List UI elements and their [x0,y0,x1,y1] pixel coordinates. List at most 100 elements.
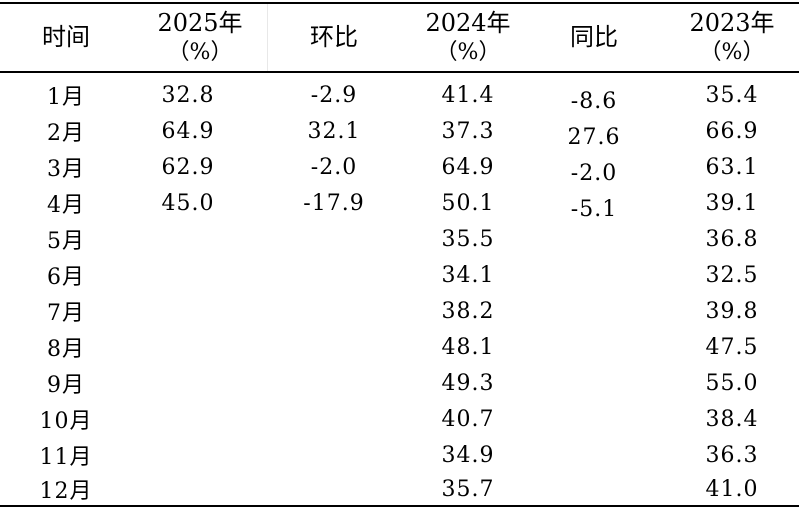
cell-2025 [140,437,236,473]
cell-yoy [546,257,642,293]
cell-2025: 62.9 [161,154,215,180]
header-2023-unit: （%） [699,39,765,65]
cell-2025 [140,293,236,329]
header-2023: 2023年 （%） [672,4,792,71]
cell-yoy [546,365,642,401]
cell-month: 7月 [47,301,85,326]
table-row: 8月 48.1 47.5 [0,329,799,365]
cell-yoy [546,293,642,329]
table-row: 6月 34.1 32.5 [0,257,799,293]
header-yoy: 同比 [546,4,642,71]
header-2024-unit: （%） [435,39,501,65]
cell-2024: 48.1 [441,334,495,360]
cell-2024: 35.7 [441,476,495,502]
table-row: 11月 34.9 36.3 [0,437,799,473]
cell-2023: 66.9 [705,118,759,144]
cell-2023: 32.5 [705,262,759,288]
cell-mom [286,257,382,293]
cell-2024: 38.2 [441,298,495,324]
cell-mom [286,471,382,507]
cell-2024: 50.1 [441,190,495,216]
header-yoy-label: 同比 [570,23,618,51]
header-time-label: 时间 [42,23,90,51]
header-2023-label: 2023年 [689,8,775,37]
cell-month: 8月 [47,337,85,362]
cell-month: 11月 [39,445,93,470]
cell-2023: 36.3 [705,442,759,468]
table-bottom-rule [0,505,799,507]
header-2025-label: 2025年 [157,8,243,37]
cell-mom [286,221,382,257]
cell-mom [286,293,382,329]
cell-2024: 35.5 [441,226,495,252]
cell-2025: 45.0 [161,190,215,216]
cell-2023: 39.8 [705,298,759,324]
cell-2025 [140,471,236,507]
cell-month: 6月 [47,265,85,290]
cell-yoy: 27.6 [567,124,621,150]
cell-2023: 41.0 [705,476,759,502]
cell-month: 1月 [47,85,85,110]
header-mom-label: 环比 [310,23,358,51]
table-top-rule [0,2,799,4]
cell-2025 [140,365,236,401]
cell-2024: 40.7 [441,406,495,432]
table-row: 12月 35.7 41.0 [0,471,799,507]
cell-yoy: -2.0 [570,160,618,186]
cell-month: 12月 [39,479,93,504]
cell-2024: 37.3 [441,118,495,144]
cell-2023: 39.1 [705,190,759,216]
cell-yoy: -8.6 [570,88,618,114]
cell-2024: 49.3 [441,370,495,396]
cell-2023: 63.1 [705,154,759,180]
table-row: 3月 62.9 -2.0 64.9 -2.0 63.1 [0,149,799,186]
cell-2025: 64.9 [161,118,215,144]
cell-2023: 55.0 [705,370,759,396]
table-row: 5月 35.5 36.8 [0,221,799,257]
table-header-rule [0,71,799,73]
table-row: 1月 32.8 -2.9 41.4 -8.6 35.4 [0,77,799,114]
cell-2025: 32.8 [161,82,215,108]
cell-mom: -2.9 [310,82,358,108]
cell-month: 9月 [47,373,85,398]
cell-2025 [140,329,236,365]
cell-yoy [546,401,642,437]
cell-month: 10月 [39,409,93,434]
cell-month: 4月 [47,193,85,218]
table-row: 4月 45.0 -17.9 50.1 -5.1 39.1 [0,185,799,222]
cell-yoy: -5.1 [570,196,618,222]
cell-2023: 47.5 [705,334,759,360]
table-row: 9月 49.3 55.0 [0,365,799,401]
header-2025: 2025年 （%） [140,4,260,71]
cell-2024: 64.9 [441,154,495,180]
cell-mom: 32.1 [307,118,361,144]
cell-month: 3月 [47,157,85,182]
cell-2023: 38.4 [705,406,759,432]
cell-2025 [140,221,236,257]
cell-2025 [140,257,236,293]
cell-yoy [546,471,642,507]
header-2024: 2024年 （%） [408,4,528,71]
cell-yoy [546,437,642,473]
cell-2023: 35.4 [705,82,759,108]
cell-2023: 36.8 [705,226,759,252]
cell-month: 2月 [47,121,85,146]
column-divider [267,4,268,71]
cell-mom [286,365,382,401]
cell-2024: 34.1 [441,262,495,288]
cell-mom: -2.0 [310,154,358,180]
table-row: 2月 64.9 32.1 37.3 27.6 66.9 [0,113,799,150]
cell-month: 5月 [47,229,85,254]
cell-yoy [546,221,642,257]
header-time: 时间 [18,4,114,71]
cell-mom: -17.9 [303,190,365,216]
cell-2024: 41.4 [441,82,495,108]
header-2024-label: 2024年 [425,8,511,37]
cell-2025 [140,401,236,437]
table-row: 7月 38.2 39.8 [0,293,799,329]
cell-mom [286,401,382,437]
cell-mom [286,437,382,473]
header-2025-unit: （%） [167,39,233,65]
cell-yoy [546,329,642,365]
